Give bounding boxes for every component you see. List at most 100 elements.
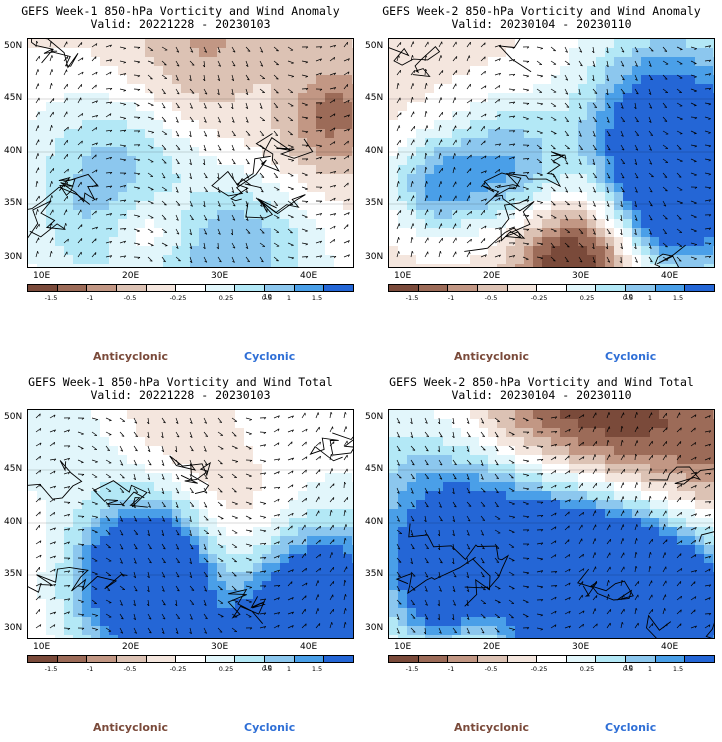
- vorticity-map: [27, 38, 354, 268]
- colorbar-swatch: [448, 285, 478, 291]
- colorbar-swatch: [205, 285, 236, 291]
- colorbar-tick-label: 0.5: [261, 294, 273, 302]
- colorbar-tick-label: -0.25: [530, 294, 548, 302]
- colorbar-swatch: [324, 656, 354, 662]
- longitude-label: 10E: [394, 642, 412, 652]
- colorbar-unit: 10: [624, 293, 633, 301]
- colorbar-swatch: [176, 285, 206, 291]
- colorbar: [388, 655, 715, 663]
- colorbar-swatch: [116, 656, 147, 662]
- colorbar-tick-label: 1: [647, 665, 653, 673]
- colorbar-swatch: [389, 285, 419, 291]
- colorbar-tick-label: -1: [447, 665, 455, 673]
- legend-cyclonic: Cyclonic: [605, 350, 657, 363]
- map-panel: GEFS Week-1 850-hPa Vorticity and Wind A…: [0, 0, 361, 371]
- panel-title: GEFS Week-2 850-hPa Vorticity and Wind A…: [382, 4, 701, 18]
- latitude-label: 50N: [365, 41, 384, 51]
- legend-anticyclonic: Anticyclonic: [454, 721, 530, 734]
- longitude-label: 40E: [661, 271, 679, 281]
- colorbar-swatch: [265, 285, 295, 291]
- longitude-label: 20E: [483, 271, 501, 281]
- colorbar-tick-label: -1.5: [44, 665, 58, 673]
- longitude-label: 40E: [661, 642, 679, 652]
- colorbar-swatch: [28, 656, 58, 662]
- colorbar: [27, 655, 354, 663]
- colorbar-swatch: [418, 285, 449, 291]
- longitude-label: 30E: [572, 271, 590, 281]
- latitude-label: 35N: [4, 569, 23, 579]
- colorbar-swatch: [389, 656, 419, 662]
- vorticity-map: [388, 409, 715, 639]
- colorbar-swatch: [537, 285, 567, 291]
- map-panel: GEFS Week-1 850-hPa Vorticity and Wind T…: [0, 371, 361, 742]
- colorbar-swatch: [685, 656, 715, 662]
- colorbar-swatch: [146, 656, 177, 662]
- panel-title: GEFS Week-1 850-hPa Vorticity and Wind T…: [28, 375, 333, 389]
- colorbar-tick-label: 0.5: [622, 665, 634, 673]
- vorticity-field: [28, 410, 353, 638]
- colorbar-swatch: [235, 656, 266, 662]
- longitude-label: 30E: [572, 642, 590, 652]
- legend-anticyclonic: Anticyclonic: [454, 350, 530, 363]
- latitude-label: 35N: [365, 198, 384, 208]
- longitude-label: 20E: [122, 271, 140, 281]
- colorbar-swatch: [507, 285, 538, 291]
- colorbar-swatch: [537, 656, 567, 662]
- latitude-label: 30N: [4, 252, 23, 262]
- colorbar-swatch: [685, 285, 715, 291]
- longitude-label: 10E: [33, 642, 51, 652]
- colorbar-swatch: [265, 656, 295, 662]
- latitude-label: 40N: [365, 517, 384, 527]
- colorbar-tick-label: -0.5: [484, 665, 498, 673]
- colorbar-swatch: [205, 656, 236, 662]
- colorbar-tick-label: 1: [647, 294, 653, 302]
- latitude-label: 30N: [365, 623, 384, 633]
- colorbar-swatch: [477, 285, 508, 291]
- colorbar-tick-label: 1.5: [672, 665, 684, 673]
- colorbar-swatch: [116, 285, 147, 291]
- colorbar: [388, 284, 715, 292]
- colorbar-swatch: [235, 285, 266, 291]
- colorbar-swatch: [87, 656, 117, 662]
- colorbar-tick-label: -1.5: [405, 294, 419, 302]
- longitude-label: 30E: [211, 642, 229, 652]
- colorbar-ticks: -1.5 -1 -0.5 -0.25 0.25 0.5 1 1.5: [27, 665, 354, 675]
- longitude-label: 20E: [122, 642, 140, 652]
- colorbar-tick-label: 1.5: [311, 665, 323, 673]
- vorticity-map: [27, 409, 354, 639]
- colorbar-swatch: [146, 285, 177, 291]
- colorbar-tick-label: 1: [286, 294, 292, 302]
- colorbar-swatch: [324, 285, 354, 291]
- colorbar-swatch: [448, 656, 478, 662]
- colorbar-swatch: [28, 285, 58, 291]
- colorbar-swatch: [294, 656, 325, 662]
- latitude-label: 40N: [365, 146, 384, 156]
- latitude-label: 35N: [4, 198, 23, 208]
- colorbar-tick-label: -0.25: [169, 665, 187, 673]
- colorbar-swatch: [176, 656, 206, 662]
- colorbar-swatch: [596, 656, 627, 662]
- map-panel: GEFS Week-2 850-hPa Vorticity and Wind A…: [361, 0, 722, 371]
- colorbar-tick-label: 1.5: [672, 294, 684, 302]
- colorbar-swatch: [655, 285, 686, 291]
- vorticity-map: [388, 38, 715, 268]
- colorbar-tick-label: 0.25: [579, 294, 595, 302]
- colorbar-tick-label: -0.25: [530, 665, 548, 673]
- latitude-label: 50N: [365, 412, 384, 422]
- colorbar: [27, 284, 354, 292]
- colorbar-tick-label: -1: [86, 665, 94, 673]
- latitude-label: 45N: [365, 464, 384, 474]
- vorticity-field: [389, 39, 714, 267]
- colorbar-tick-label: 1: [286, 665, 292, 673]
- colorbar-swatch: [626, 285, 656, 291]
- colorbar-swatch: [507, 656, 538, 662]
- colorbar-tick-label: 0.5: [261, 665, 273, 673]
- colorbar-swatch: [566, 656, 597, 662]
- latitude-label: 50N: [4, 41, 23, 51]
- panel-valid-dates: Valid: 20230104 - 20230110: [451, 388, 632, 402]
- legend-cyclonic: Cyclonic: [244, 350, 296, 363]
- latitude-label: 45N: [365, 93, 384, 103]
- colorbar-ticks: -1.5 -1 -0.5 -0.25 0.25 0.5 1 1.5: [388, 294, 715, 304]
- longitude-label: 40E: [300, 271, 318, 281]
- latitude-label: 30N: [4, 623, 23, 633]
